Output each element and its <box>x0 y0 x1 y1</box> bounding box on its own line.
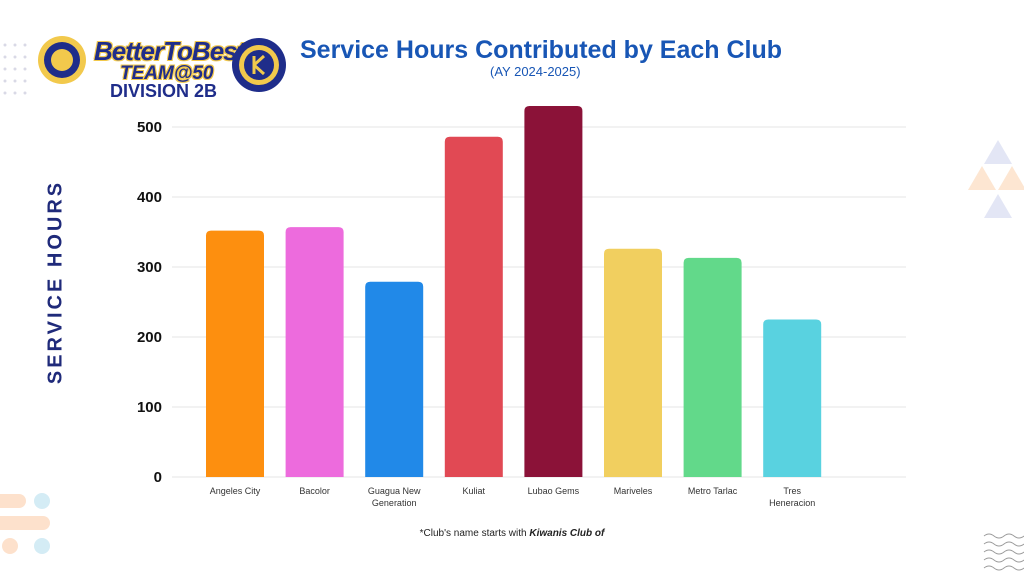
bar <box>365 281 424 477</box>
y-tick-label: 300 <box>137 259 162 276</box>
logo-wordmark: BetterToBest <box>94 36 245 66</box>
y-tick-label: 400 <box>137 189 162 206</box>
y-tick-label: 200 <box>137 329 162 346</box>
footnote-prefix: *Club's name starts with <box>419 528 530 539</box>
y-tick-label: 0 <box>154 469 162 486</box>
x-tick-label: Kuliat <box>463 486 486 496</box>
footnote: *Club's name starts with Kiwanis Club of <box>0 528 1024 539</box>
x-tick-label: Lubao Gems <box>528 486 580 496</box>
x-tick-label: Bacolor <box>299 486 330 496</box>
bar <box>524 106 583 477</box>
pill-pattern-decoration <box>0 493 50 554</box>
bar <box>763 319 822 477</box>
x-tick-label: Angeles City <box>210 486 261 496</box>
division-label: DIVISION 2B <box>110 81 218 101</box>
bar <box>444 136 503 478</box>
logo-team-text: TEAM@50 <box>120 63 214 84</box>
triangle-pattern-decoration <box>968 140 1024 218</box>
x-tick-label: Guagua New Generation <box>368 486 421 508</box>
footnote-emphasis: Kiwanis Club of <box>529 528 605 539</box>
bar <box>683 257 742 477</box>
x-tick-label: Tres Heneracion <box>769 486 815 508</box>
wave-lines-decoration <box>983 533 1024 571</box>
bar <box>604 248 662 477</box>
anniversary-badge-icon <box>38 36 86 84</box>
x-tick-label: Mariveles <box>614 486 653 496</box>
y-tick-label: 500 <box>137 119 162 136</box>
y-tick-label: 100 <box>137 399 162 416</box>
dot-grid-decoration <box>3 43 27 95</box>
kiwanis-seal-icon <box>232 38 286 92</box>
bar <box>206 230 264 477</box>
x-tick-label: Metro Tarlac <box>688 486 738 496</box>
better-to-best-logo: BetterToBest TEAM@50 DIVISION 2B <box>28 26 288 101</box>
chart-subtitle: (AY 2024-2025) <box>490 64 581 79</box>
chart-title: Service Hours Contributed by Each Club <box>300 36 783 64</box>
bar <box>285 227 344 477</box>
